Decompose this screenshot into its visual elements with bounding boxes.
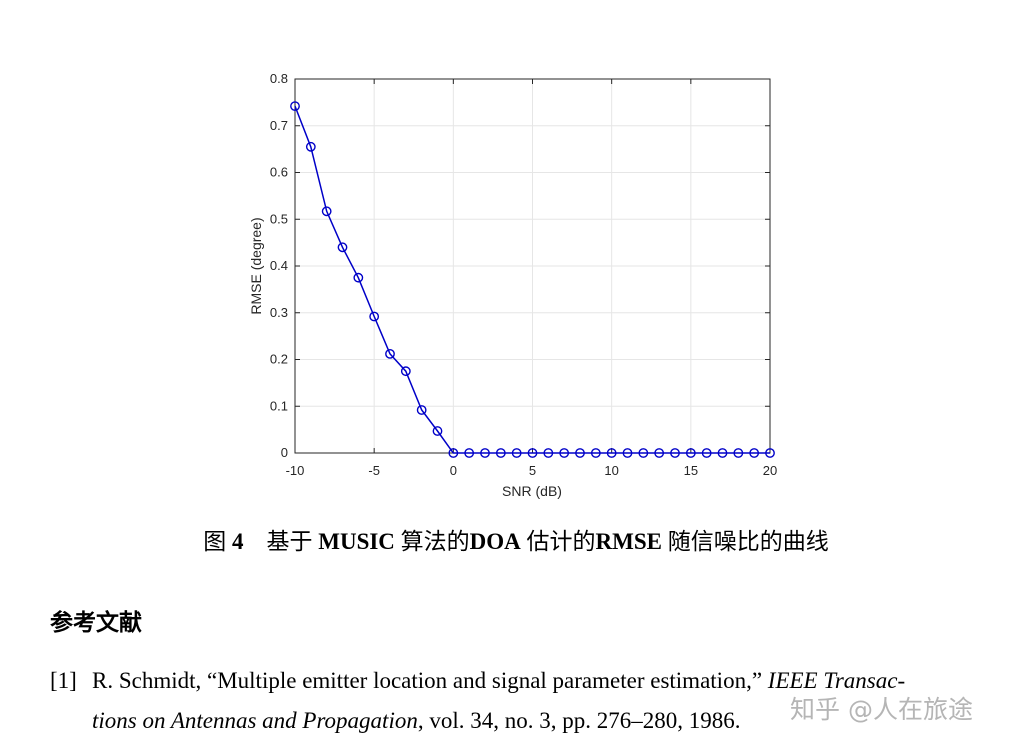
x-tick-label: 10 [604,463,618,478]
reference-number: [1] [50,668,77,693]
series-line [294,105,770,454]
figure-label: 图 [203,529,227,554]
data-point [369,311,380,322]
caption-text-4: 随信噪比的曲线 [667,529,829,554]
caption-text-3: 估计的 [526,529,596,554]
chart-grid [294,78,771,454]
y-tick-label: 0.3 [270,305,288,320]
axis-ticks: -10 -5 0 5 10 15 20 0 0.1 0.2 0.3 0.4 0.5 0.6 0.7 0.8 [270,71,777,478]
x-tick-label: 5 [529,463,536,478]
data-point [701,448,712,458]
data-point [495,448,506,458]
references-heading: 参考文献 [50,610,142,636]
y-tick-label: 0.2 [270,352,288,367]
data-point [733,448,744,458]
data-point [400,366,411,377]
data-point [543,448,554,458]
x-tick-label: 20 [763,463,777,478]
data-point [290,101,300,112]
data-point [559,448,570,458]
y-tick-label: 0.4 [270,258,288,273]
reference-plain-1: R. Schmidt, “Multiple emitter location a… [92,668,768,693]
x-tick-label: -10 [286,463,305,478]
data-point [321,206,332,217]
reference-italic-1: IEEE Transac- [767,668,906,693]
data-point [337,242,348,253]
y-tick-label: 0.1 [270,398,288,413]
data-point [749,448,760,458]
y-tick-label: 0.6 [270,165,288,180]
x-tick-label: 15 [684,463,698,478]
data-point [448,448,459,458]
data-point [765,448,775,458]
reference-plain-2: , vol. 34, no. 3, pp. 276–280, 1986. [417,708,741,733]
x-tick-label: 0 [450,463,457,478]
watermark: 知乎 @人在旅途 [790,695,973,724]
y-tick-label: 0.8 [270,71,288,86]
caption-text-2: 算法的 [400,529,470,554]
x-axis-label: SNR (dB) [502,483,562,499]
data-point [305,141,316,152]
data-point [670,448,680,458]
y-tick-label: 0.7 [270,118,288,133]
data-point [432,426,443,436]
caption-bold-2: DOA [469,529,521,554]
caption-bold-3: RMSE [595,529,662,554]
y-axis-label: RMSE (degree) [248,217,264,314]
data-point [622,448,633,458]
data-point [654,448,665,458]
reference-line-1: R. Schmidt, “Multiple emitter location a… [92,668,905,694]
data-point [685,448,696,458]
data-point [717,448,728,458]
reference-italic-2: tions on Antennas and Propagation [92,708,418,733]
data-point [606,448,617,458]
rmse-chart: -10 -5 0 5 10 15 20 0 0.1 0.2 0.3 0.4 0.5 0.6 0.7 0.8 S… [248,71,777,499]
y-tick-label: 0.5 [270,211,288,226]
data-point [590,448,601,458]
chart-series [290,101,775,458]
reference-line-2: tions on Antennas and Propagation, vol. … [92,708,740,734]
data-point [575,448,585,458]
caption-text-1: 基于 [266,529,313,554]
data-point [416,405,427,415]
x-tick-label: -5 [368,463,380,478]
caption-bold-1: MUSIC [318,529,395,554]
data-point [353,272,364,283]
y-tick-label: 0 [281,445,288,460]
data-point [638,448,649,458]
figure-caption: 图 4 基于 MUSIC 算法的DOA 估计的RMSE 随信噪比的曲线 [0,522,1032,556]
data-point [385,348,395,359]
data-point [464,448,475,458]
data-point [480,448,490,458]
figure-number: 4 [232,529,244,554]
data-point [527,448,538,458]
data-point [511,448,522,458]
